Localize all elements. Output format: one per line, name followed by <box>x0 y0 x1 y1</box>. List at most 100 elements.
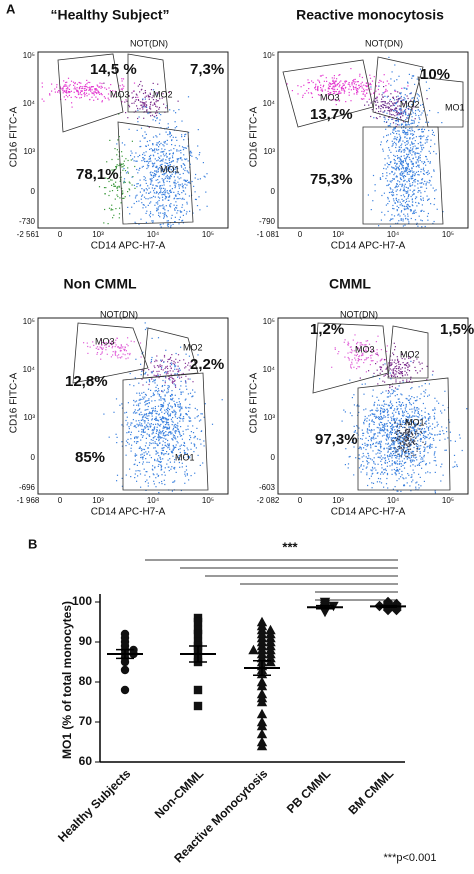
event-dot <box>413 446 415 449</box>
event-dot <box>383 111 385 113</box>
event-dot <box>406 205 408 208</box>
event-dot <box>150 174 152 177</box>
event-dot <box>367 340 369 342</box>
event-dot <box>169 190 171 192</box>
event-dot <box>407 166 409 168</box>
event-dot <box>94 88 96 90</box>
event-dot <box>155 486 157 488</box>
event-dot <box>399 381 401 383</box>
event-dot <box>395 142 397 144</box>
event-dot <box>404 370 406 372</box>
event-dot <box>108 99 110 101</box>
event-dot <box>399 423 401 425</box>
event-dot <box>362 93 364 95</box>
event-dot <box>378 416 381 419</box>
event-dot <box>431 133 434 135</box>
event-dot <box>188 131 190 134</box>
event-dot <box>140 425 142 427</box>
event-dot <box>177 191 179 193</box>
event-dot <box>412 212 414 214</box>
event-dot <box>411 97 413 99</box>
event-dot <box>404 206 406 208</box>
event-dot <box>396 426 398 428</box>
event-dot <box>340 92 342 94</box>
event-dot <box>107 178 109 180</box>
event-dot <box>157 209 159 211</box>
event-dot <box>136 441 138 443</box>
event-dot <box>424 180 426 182</box>
event-dot <box>174 414 176 416</box>
event-dot <box>417 165 419 167</box>
event-dot <box>410 113 412 115</box>
event-dot <box>361 85 363 87</box>
event-dot <box>145 400 147 402</box>
event-dot <box>154 400 156 402</box>
event-dot <box>379 79 381 81</box>
event-dot <box>408 454 410 456</box>
event-dot <box>379 418 381 420</box>
event-dot <box>365 85 367 87</box>
event-dot <box>404 183 406 185</box>
event-dot <box>148 434 150 436</box>
event-dot <box>400 179 403 181</box>
event-dot <box>158 461 161 463</box>
event-dot <box>127 171 129 173</box>
event-dot <box>342 84 344 87</box>
event-dot <box>177 361 179 363</box>
event-dot <box>393 200 395 202</box>
event-dot <box>419 363 421 365</box>
event-dot <box>364 415 366 418</box>
event-dot <box>392 103 394 105</box>
event-dot <box>413 180 415 182</box>
event-dot <box>406 95 408 97</box>
event-dot <box>178 416 180 418</box>
event-dot <box>148 411 151 413</box>
event-dot <box>132 96 134 98</box>
event-dot <box>121 485 123 487</box>
event-dot <box>143 454 145 456</box>
event-dot <box>159 416 161 418</box>
event-dot <box>133 441 136 443</box>
event-dot <box>157 373 159 375</box>
event-dot <box>200 413 202 415</box>
event-dot <box>428 438 430 440</box>
event-dot <box>141 450 143 452</box>
event-dot <box>369 82 371 84</box>
event-dot <box>196 427 198 429</box>
event-dot <box>149 442 151 444</box>
event-dot <box>399 183 401 185</box>
event-dot <box>369 355 372 357</box>
event-dot <box>419 159 421 161</box>
event-dot <box>78 87 81 89</box>
event-dot <box>163 432 165 434</box>
event-dot <box>413 429 415 431</box>
event-dot <box>181 146 184 148</box>
event-dot <box>351 363 353 365</box>
event-dot <box>425 441 427 443</box>
event-dot <box>302 96 304 98</box>
event-dot <box>184 180 186 182</box>
event-dot <box>180 418 182 420</box>
event-dot <box>166 224 169 226</box>
event-dot <box>396 99 398 101</box>
event-dot <box>148 451 150 453</box>
event-dot <box>400 490 402 492</box>
event-dot <box>167 444 170 447</box>
event-dot <box>396 186 398 188</box>
event-dot <box>156 166 158 169</box>
event-dot <box>398 411 400 413</box>
event-dot <box>138 116 140 118</box>
event-dot <box>125 112 127 114</box>
gate <box>372 56 424 123</box>
event-dot <box>151 433 153 435</box>
event-dot <box>389 111 391 113</box>
event-dot <box>141 425 143 427</box>
event-dot <box>410 161 412 163</box>
event-dot <box>344 82 346 84</box>
event-dot <box>173 426 175 428</box>
event-dot <box>140 363 142 365</box>
event-dot <box>350 366 352 368</box>
event-dot <box>361 456 363 458</box>
event-dot <box>152 431 154 433</box>
event-dot <box>315 83 317 85</box>
